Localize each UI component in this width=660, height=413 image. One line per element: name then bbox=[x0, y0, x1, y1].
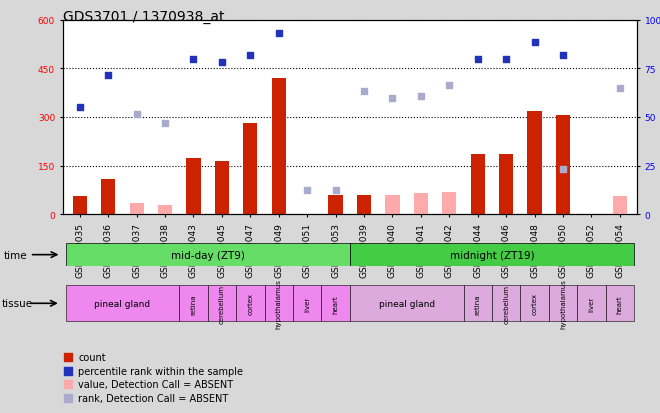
Point bbox=[63, 368, 73, 374]
Text: liver: liver bbox=[589, 296, 595, 311]
Point bbox=[473, 56, 483, 63]
Bar bbox=[65, 244, 350, 266]
Bar bbox=[73, 197, 87, 215]
Bar bbox=[265, 286, 293, 321]
Text: mid-day (ZT9): mid-day (ZT9) bbox=[171, 250, 245, 260]
Bar bbox=[129, 204, 144, 215]
Bar bbox=[65, 286, 180, 321]
Point bbox=[63, 381, 73, 388]
Point bbox=[444, 82, 455, 89]
Bar bbox=[520, 286, 548, 321]
Text: liver: liver bbox=[304, 296, 310, 311]
Text: cerebellum: cerebellum bbox=[219, 284, 225, 323]
Bar bbox=[243, 124, 257, 215]
Point bbox=[558, 166, 568, 173]
Bar bbox=[350, 244, 634, 266]
Text: percentile rank within the sample: percentile rank within the sample bbox=[78, 366, 243, 376]
Bar bbox=[499, 155, 513, 215]
Text: hypothalamus: hypothalamus bbox=[276, 279, 282, 328]
Bar bbox=[527, 111, 542, 215]
Text: cortex: cortex bbox=[248, 292, 253, 315]
Text: time: time bbox=[3, 250, 27, 260]
Bar bbox=[385, 195, 399, 215]
Bar bbox=[272, 79, 286, 215]
Bar bbox=[556, 116, 570, 215]
Text: rank, Detection Call = ABSENT: rank, Detection Call = ABSENT bbox=[78, 393, 228, 403]
Bar bbox=[101, 179, 116, 215]
Point bbox=[273, 30, 284, 37]
Bar bbox=[236, 286, 265, 321]
Text: retina: retina bbox=[475, 293, 480, 314]
Bar bbox=[471, 155, 485, 215]
Bar bbox=[158, 205, 172, 215]
Text: hypothalamus: hypothalamus bbox=[560, 279, 566, 328]
Text: GDS3701 / 1370938_at: GDS3701 / 1370938_at bbox=[63, 10, 224, 24]
Text: value, Detection Call = ABSENT: value, Detection Call = ABSENT bbox=[78, 380, 234, 389]
Point bbox=[614, 85, 625, 92]
Text: cortex: cortex bbox=[531, 292, 537, 315]
Point bbox=[245, 53, 255, 59]
Point bbox=[330, 187, 341, 194]
Bar bbox=[442, 192, 457, 215]
Point bbox=[75, 104, 85, 111]
Bar bbox=[578, 286, 606, 321]
Point bbox=[216, 59, 227, 66]
Point bbox=[63, 395, 73, 401]
Bar bbox=[548, 286, 578, 321]
Text: count: count bbox=[78, 353, 106, 363]
Point bbox=[188, 56, 199, 63]
Bar bbox=[180, 286, 208, 321]
Bar bbox=[414, 194, 428, 215]
Text: cerebellum: cerebellum bbox=[503, 284, 509, 323]
Point bbox=[63, 354, 73, 361]
Bar bbox=[492, 286, 520, 321]
Bar bbox=[208, 286, 236, 321]
Bar bbox=[350, 286, 463, 321]
Bar bbox=[463, 286, 492, 321]
Bar bbox=[186, 158, 201, 215]
Point bbox=[302, 187, 312, 194]
Point bbox=[387, 95, 398, 102]
Bar bbox=[214, 161, 229, 215]
Point bbox=[501, 56, 512, 63]
Text: midnight (ZT19): midnight (ZT19) bbox=[449, 250, 534, 260]
Text: pineal gland: pineal gland bbox=[379, 299, 435, 308]
Point bbox=[131, 111, 142, 118]
Point bbox=[359, 88, 370, 95]
Point bbox=[103, 72, 114, 79]
Bar bbox=[329, 195, 343, 215]
Bar bbox=[293, 286, 321, 321]
Bar bbox=[612, 197, 627, 215]
Bar bbox=[321, 286, 350, 321]
Point bbox=[416, 93, 426, 100]
Text: tissue: tissue bbox=[1, 299, 32, 309]
Bar bbox=[606, 286, 634, 321]
Text: heart: heart bbox=[333, 294, 339, 313]
Text: pineal gland: pineal gland bbox=[94, 299, 150, 308]
Bar bbox=[357, 195, 371, 215]
Text: heart: heart bbox=[617, 294, 623, 313]
Point bbox=[529, 40, 540, 47]
Point bbox=[558, 53, 568, 59]
Point bbox=[160, 121, 170, 128]
Text: retina: retina bbox=[191, 293, 197, 314]
